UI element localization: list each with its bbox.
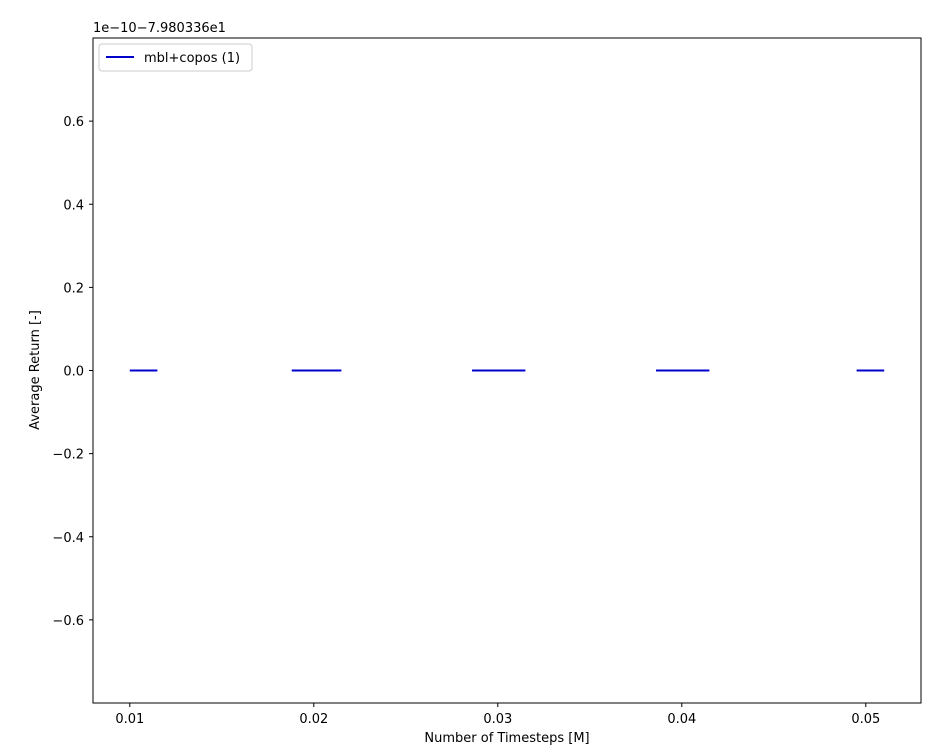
x-tick-label: 0.02 bbox=[299, 712, 328, 727]
x-tick-label: 0.03 bbox=[483, 712, 512, 727]
y-tick-label: −0.4 bbox=[52, 531, 84, 546]
y-offset-label: 1e−10−7.980336e1 bbox=[93, 21, 226, 36]
y-tick-label: 0.6 bbox=[63, 115, 84, 130]
legend-box bbox=[98, 43, 253, 72]
y-tick-label: −0.2 bbox=[52, 448, 84, 463]
x-axis-label: Number of Timesteps [M] bbox=[424, 731, 589, 746]
y-axis-label: Average Return [-] bbox=[28, 310, 43, 430]
y-tick-label: 0.2 bbox=[63, 281, 84, 296]
x-tick-label: 0.01 bbox=[115, 712, 144, 727]
y-tick-label: 0.4 bbox=[63, 198, 84, 213]
y-tick-label: −0.6 bbox=[52, 614, 84, 629]
y-tick-label: 0.0 bbox=[63, 365, 84, 380]
x-tick-label: 0.05 bbox=[851, 712, 880, 727]
legend-entry-label: mbl+copos (1) bbox=[144, 51, 240, 66]
ticks-layer: 0.01 0.02 0.03 0.04 0.05 −0.6 −0.4 −0.2 0.0 0.2 0.… bbox=[52, 115, 880, 727]
legend: mbl+copos (1) bbox=[98, 43, 253, 72]
x-tick-label: 0.04 bbox=[667, 712, 696, 727]
